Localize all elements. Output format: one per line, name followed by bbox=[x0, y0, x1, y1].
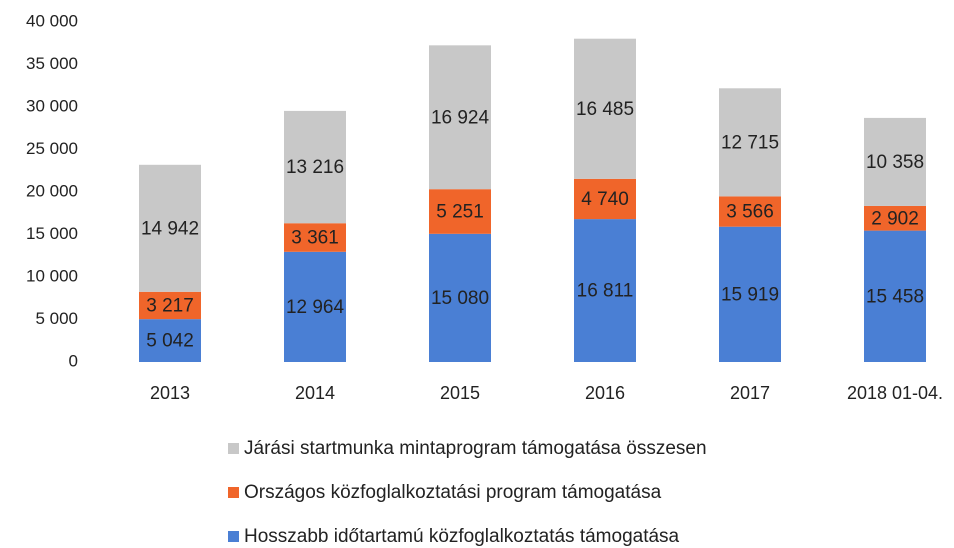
x-tick-label: 2013 bbox=[150, 383, 190, 403]
bar-segment bbox=[139, 164, 201, 292]
legend-swatch bbox=[228, 487, 239, 498]
bar-segment bbox=[719, 196, 781, 227]
bar-segment bbox=[574, 178, 636, 220]
bar-segment bbox=[429, 45, 491, 190]
bar-segment bbox=[719, 226, 781, 362]
data-label: 5 251 bbox=[436, 202, 484, 223]
bar-segment bbox=[719, 88, 781, 197]
y-tick-label: 25 000 bbox=[26, 139, 78, 158]
bar-segment bbox=[429, 189, 491, 234]
bar-segment bbox=[139, 291, 201, 320]
data-label: 15 080 bbox=[431, 288, 489, 309]
data-label: 2 902 bbox=[871, 208, 919, 229]
data-label: 16 924 bbox=[431, 107, 490, 128]
y-tick-label: 30 000 bbox=[26, 96, 78, 115]
data-label: 4 740 bbox=[581, 189, 629, 210]
data-label: 3 566 bbox=[726, 202, 774, 223]
data-label: 14 942 bbox=[141, 218, 199, 239]
bar-segment bbox=[864, 205, 926, 231]
data-label: 10 358 bbox=[866, 152, 924, 173]
x-tick-label: 2014 bbox=[295, 383, 335, 403]
data-label: 13 216 bbox=[286, 157, 344, 178]
bar-segment bbox=[284, 110, 346, 224]
x-tick-label: 2015 bbox=[440, 383, 480, 403]
data-label: 16 485 bbox=[576, 99, 634, 120]
y-tick-label: 5 000 bbox=[35, 309, 78, 328]
data-label: 15 458 bbox=[866, 286, 924, 307]
bar-segment bbox=[429, 233, 491, 362]
data-label: 12 964 bbox=[286, 297, 345, 318]
y-tick-label: 10 000 bbox=[26, 266, 78, 285]
y-tick-label: 15 000 bbox=[26, 224, 78, 243]
legend-swatch bbox=[228, 443, 239, 454]
data-label: 5 042 bbox=[146, 331, 194, 352]
legend-label: Hosszabb időtartamú közfoglalkoztatás tá… bbox=[244, 526, 680, 547]
bar-segment bbox=[284, 251, 346, 362]
bar-segment bbox=[574, 38, 636, 179]
bar-segment bbox=[574, 219, 636, 362]
x-tick-label: 2017 bbox=[730, 383, 770, 403]
legend-label: Országos közfoglalkoztatási program támo… bbox=[244, 482, 662, 503]
bar-segment bbox=[864, 230, 926, 362]
data-label: 3 361 bbox=[291, 228, 339, 249]
data-label: 12 715 bbox=[721, 132, 779, 153]
bar-segment bbox=[139, 319, 201, 362]
x-tick-label: 2016 bbox=[585, 383, 625, 403]
data-label: 3 217 bbox=[146, 295, 194, 316]
bar-segment bbox=[864, 117, 926, 206]
data-label: 15 919 bbox=[721, 284, 779, 305]
y-tick-label: 40 000 bbox=[26, 11, 78, 30]
y-tick-label: 20 000 bbox=[26, 181, 78, 200]
data-label: 16 811 bbox=[577, 281, 634, 302]
y-tick-label: 0 bbox=[69, 351, 78, 370]
x-tick-label: 2018 01-04. bbox=[847, 383, 943, 403]
legend-label: Járási startmunka mintaprogram támogatás… bbox=[244, 438, 707, 459]
legend-swatch bbox=[228, 531, 239, 542]
y-tick-label: 35 000 bbox=[26, 54, 78, 73]
bar-segment bbox=[284, 223, 346, 252]
